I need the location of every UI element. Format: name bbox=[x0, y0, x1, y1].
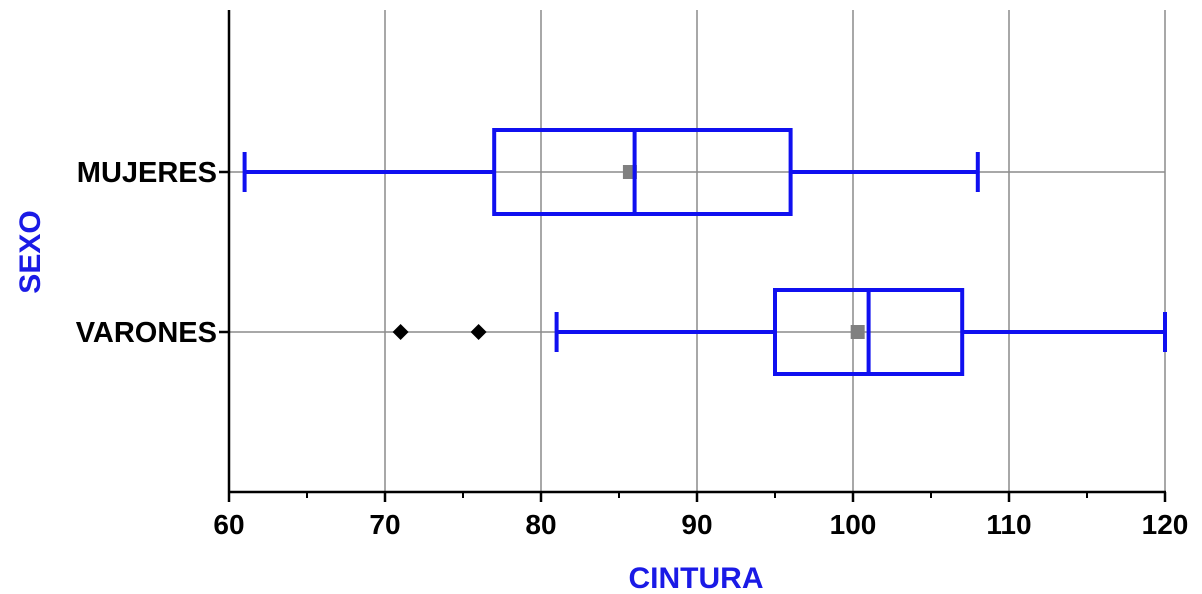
box-group-varones bbox=[392, 288, 1167, 376]
y-category-label-varones: VARONES bbox=[76, 317, 217, 349]
x-tick-label-120: 120 bbox=[1142, 509, 1189, 540]
boxes-layer bbox=[242, 128, 1167, 376]
x-tick-label-80: 80 bbox=[525, 509, 556, 540]
box-group-mujeres bbox=[242, 128, 980, 216]
x-tick-label-90: 90 bbox=[681, 509, 712, 540]
y-axis-title: SEXO bbox=[14, 210, 47, 293]
box-mujeres bbox=[492, 128, 793, 216]
y-category-label-mujeres: MUJERES bbox=[77, 157, 217, 189]
x-tick-label-70: 70 bbox=[369, 509, 400, 540]
x-tick-label-110: 110 bbox=[986, 509, 1031, 540]
labels-layer: 60 70 80 90 100 110 120 MUJERES VARONES bbox=[76, 157, 1189, 540]
mean-marker-varones bbox=[850, 325, 865, 339]
grid-layer bbox=[229, 10, 1166, 492]
outlier-point-varones-1 bbox=[470, 324, 487, 340]
x-axis-title: CINTURA bbox=[629, 562, 764, 594]
x-tick-label-60: 60 bbox=[213, 509, 244, 540]
axes-layer bbox=[219, 10, 1167, 502]
x-tick-label-100: 100 bbox=[830, 509, 877, 540]
outlier-point-varones-0 bbox=[392, 324, 409, 340]
